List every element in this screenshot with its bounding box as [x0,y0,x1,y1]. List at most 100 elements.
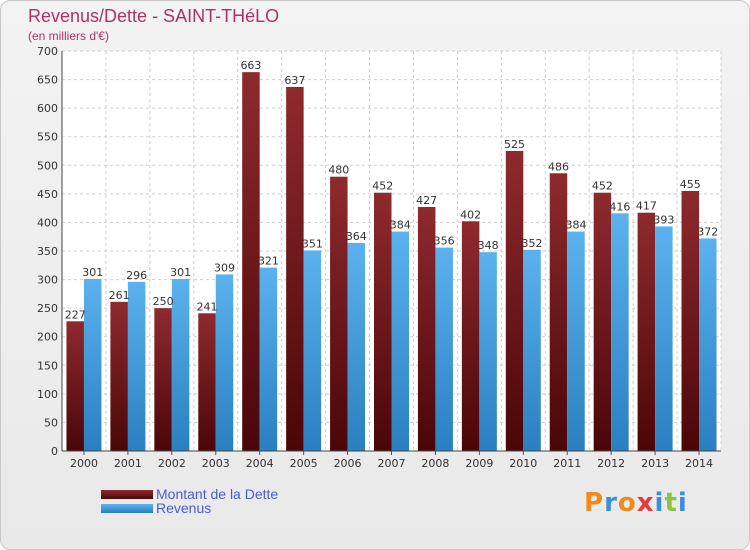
logo-letter: i [677,488,688,518]
bar-dette [242,72,260,452]
bar-revenus [611,213,629,451]
bar-dette [681,191,700,451]
data-label-dette: 402 [460,208,481,221]
x-tick-label: 2010 [509,457,537,470]
x-tick-label: 2005 [290,457,318,470]
y-tick-label: 650 [37,74,58,87]
data-label-revenus: 351 [302,237,323,250]
logo-letter: r [604,488,618,518]
bar-revenus [303,250,322,451]
bar-dette [593,192,612,451]
bar-dette [549,173,568,452]
chart-subtitle: (en milliers d'€) [28,29,109,43]
y-tick-label: 150 [37,359,58,372]
y-tick-label: 550 [37,131,58,144]
data-label-dette: 455 [680,178,701,191]
y-tick-label: 600 [37,102,58,115]
data-label-revenus: 296 [126,269,147,282]
x-tick-label: 2009 [465,457,493,470]
bar-revenus [171,279,190,451]
legend-swatch-debt [101,490,153,499]
x-tick-label: 2012 [597,457,625,470]
y-tick-label: 300 [37,274,58,287]
logo-letter: i [654,488,665,518]
data-label-revenus: 384 [390,219,411,232]
data-label-revenus: 321 [258,255,279,268]
data-label-dette: 486 [548,160,569,173]
y-tick-label: 250 [37,302,58,315]
x-tick-label: 2003 [202,457,230,470]
y-tick-label: 450 [37,188,58,201]
bar-revenus [655,226,673,451]
data-label-dette: 525 [504,138,525,151]
bar-dette [461,221,480,451]
data-label-dette: 250 [153,295,174,308]
logo-letter: P [584,488,605,518]
y-tick-label: 0 [51,445,58,458]
proxiti-logo: Proxiti [584,488,688,518]
data-label-dette: 261 [109,289,130,302]
bar-dette [198,313,216,451]
bar-dette [66,321,84,451]
data-label-revenus: 352 [522,237,543,250]
data-label-revenus: 364 [346,230,367,243]
logo-letter: x [636,488,655,518]
legend-label-revenus: Revenus [156,500,212,516]
y-tick-label: 500 [37,159,58,172]
bar-revenus [435,247,453,451]
data-label-dette: 452 [592,180,613,193]
bar-revenus [391,231,409,451]
bar-revenus [523,249,541,451]
data-label-dette: 637 [284,74,305,87]
bar-revenus [127,281,146,451]
x-tick-label: 2004 [246,457,274,470]
bar-revenus [699,238,717,451]
data-label-revenus: 384 [565,219,586,232]
bar-dette [505,151,524,451]
legend-swatch-revenus [101,504,153,513]
data-label-dette: 452 [372,180,393,193]
y-tick-label: 350 [37,245,58,258]
x-tick-label: 2007 [378,457,406,470]
data-label-dette: 427 [416,194,437,207]
bar-dette [417,207,436,451]
data-label-revenus: 301 [170,266,191,279]
data-label-dette: 227 [65,308,86,321]
y-tick-label: 100 [37,388,58,401]
x-tick-label: 2014 [685,457,713,470]
data-label-revenus: 393 [653,213,674,226]
x-tick-label: 2000 [70,457,98,470]
data-label-dette: 417 [636,200,657,213]
x-tick-label: 2002 [158,457,186,470]
x-tick-label: 2008 [421,457,449,470]
bar-revenus [479,252,497,451]
bar-dette [330,176,348,451]
data-label-revenus: 356 [434,235,455,248]
bar-revenus [567,231,585,451]
y-tick-label: 700 [37,45,58,58]
data-label-dette: 241 [197,300,218,313]
data-label-dette: 663 [240,59,261,72]
y-tick-label: 400 [37,216,58,229]
data-label-dette: 480 [328,164,349,177]
bar-revenus [83,279,102,451]
x-tick-label: 2013 [641,457,669,470]
data-label-revenus: 309 [214,261,235,274]
bar-revenus [259,267,278,451]
data-label-revenus: 348 [478,239,499,252]
data-label-revenus: 372 [697,225,718,238]
x-tick-label: 2011 [553,457,581,470]
bar-dette [110,301,128,451]
bar-dette [637,212,656,451]
logo-letter: t [664,488,678,518]
bar-dette [286,87,304,451]
x-tick-label: 2006 [334,457,362,470]
bar-dette [154,308,172,451]
bar-revenus [215,274,234,451]
data-label-revenus: 416 [609,200,630,213]
logo-letter: o [617,488,637,518]
bar-dette [374,192,392,451]
bar-revenus [347,243,366,451]
